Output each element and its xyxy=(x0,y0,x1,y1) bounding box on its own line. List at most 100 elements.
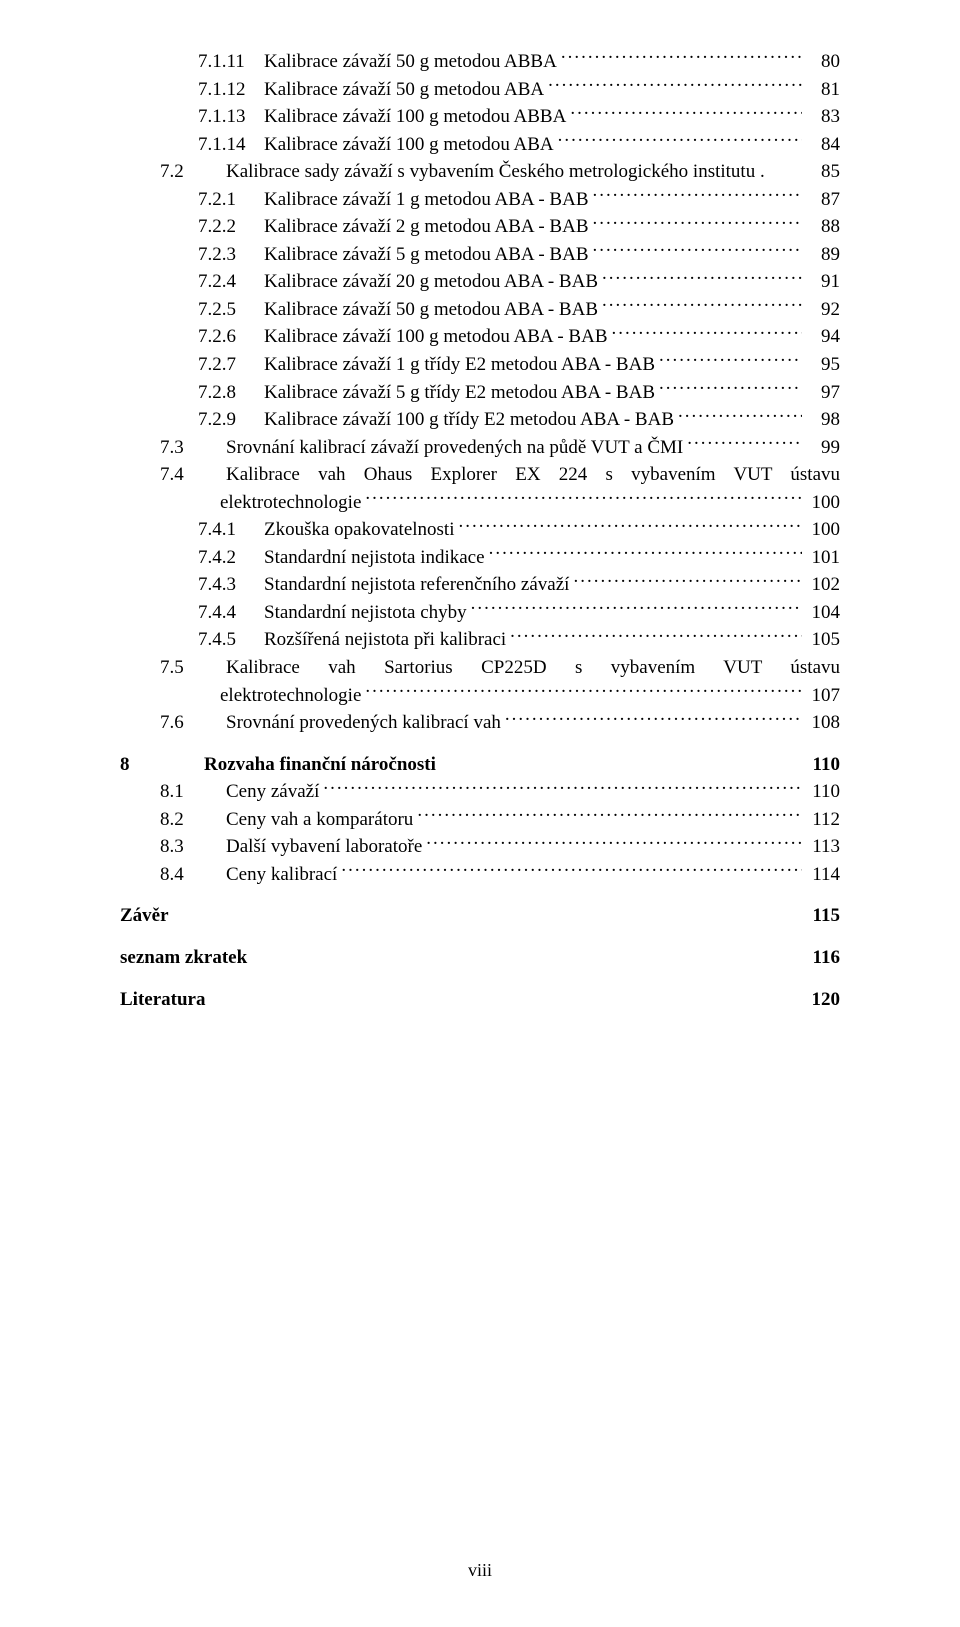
section-gap xyxy=(120,972,840,986)
toc-page-number: 81 xyxy=(806,76,840,104)
toc-entry: 8.1Ceny závaží110 xyxy=(160,778,840,806)
section-gap xyxy=(120,737,840,751)
toc-entry-text: Kalibrace závaží 100 g metodou ABBA xyxy=(264,103,566,131)
toc-entry: 7.3Srovnání kalibrací závaží provedených… xyxy=(160,434,840,462)
toc-entry-number: 7.2.2 xyxy=(198,213,264,241)
toc-leader-dots xyxy=(678,406,802,425)
toc-leader-dots xyxy=(548,76,802,95)
toc-page-number: 100 xyxy=(806,516,840,544)
toc-page-number: 110 xyxy=(806,778,840,806)
toc-entry-text: Kalibrace závaží 50 g metodou ABA xyxy=(264,76,544,104)
toc-entry-text: Rozšířená nejistota při kalibraci xyxy=(264,626,506,654)
toc-entry: 7.1.14Kalibrace závaží 100 g metodou ABA… xyxy=(198,131,840,159)
toc-entry-text: Standardní nejistota referenčního závaží xyxy=(264,571,569,599)
toc-entry: 7.2.2Kalibrace závaží 2 g metodou ABA - … xyxy=(198,213,840,241)
toc-entry: 7.1.13Kalibrace závaží 100 g metodou ABB… xyxy=(198,103,840,131)
toc-entry: 7.4.5Rozšířená nejistota při kalibraci10… xyxy=(198,626,840,654)
toc-page-number: 88 xyxy=(806,213,840,241)
toc-entry-number: 8.2 xyxy=(160,806,226,834)
toc-page-number: 107 xyxy=(806,682,840,710)
toc-entry-text: Ceny vah a komparátoru xyxy=(226,806,413,834)
toc-page-number: 101 xyxy=(806,544,840,572)
table-of-contents: 7.1.11Kalibrace závaží 50 g metodou ABBA… xyxy=(120,48,840,1013)
toc-entry-text: Srovnání kalibrací závaží provedených na… xyxy=(226,434,683,462)
toc-entry: 7.4Kalibrace vah Ohaus Explorer EX 224 s… xyxy=(160,461,840,516)
toc-leader-dots xyxy=(365,489,802,508)
toc-page-number: 98 xyxy=(806,406,840,434)
toc-entry-number: 7.2.6 xyxy=(198,323,264,351)
toc-entry-number: 7.5 xyxy=(160,654,226,682)
toc-entry-number: 8 xyxy=(120,751,204,779)
toc-heading-label: Závěr xyxy=(120,902,169,930)
toc-entry: 7.2Kalibrace sady závaží s vybavením Čes… xyxy=(160,158,840,186)
toc-page-number: 85 xyxy=(806,158,840,186)
toc-entry-text: Rozvaha finanční náročnosti xyxy=(204,751,436,779)
toc-entry-number: 7.2.9 xyxy=(198,406,264,434)
toc-leader-dots xyxy=(602,268,802,287)
toc-leader-dots xyxy=(561,48,802,67)
toc-entry-text: Srovnání provedených kalibrací vah xyxy=(226,709,501,737)
toc-leader-dots xyxy=(471,599,802,618)
toc-entry: 8.3Další vybavení laboratoře113 xyxy=(160,833,840,861)
toc-entry-number: 7.6 xyxy=(160,709,226,737)
page-container: 7.1.11Kalibrace závaží 50 g metodou ABBA… xyxy=(0,0,960,1627)
toc-entry: 7.4.4Standardní nejistota chyby 104 xyxy=(198,599,840,627)
toc-entry-number: 7.4.4 xyxy=(198,599,264,627)
toc-leader-dots xyxy=(687,434,802,453)
toc-leader-dots xyxy=(659,351,802,370)
toc-leader-dots xyxy=(593,186,802,205)
toc-entry: 7.2.3Kalibrace závaží 5 g metodou ABA - … xyxy=(198,241,840,269)
toc-entry: 7.1.12Kalibrace závaží 50 g metodou ABA8… xyxy=(198,76,840,104)
toc-page-number: 104 xyxy=(806,599,840,627)
toc-entry-text: Ceny kalibrací xyxy=(226,861,337,889)
toc-page-number: 116 xyxy=(806,944,840,972)
toc-entry-number: 7.2.8 xyxy=(198,379,264,407)
toc-page-number: 97 xyxy=(806,379,840,407)
toc-leader-dots xyxy=(593,213,802,232)
toc-entry-number: 7.4 xyxy=(160,461,226,489)
toc-entry: 7.2.5Kalibrace závaží 50 g metodou ABA -… xyxy=(198,296,840,324)
toc-leader-dots xyxy=(365,682,802,701)
toc-entry-number: 7.1.13 xyxy=(198,103,264,131)
toc-page-number: 114 xyxy=(806,861,840,889)
toc-entry: 8.4Ceny kalibrací 114 xyxy=(160,861,840,889)
toc-page-number: 95 xyxy=(806,351,840,379)
toc-entry-number: 8.4 xyxy=(160,861,226,889)
toc-page-number: 91 xyxy=(806,268,840,296)
toc-entry-text: Kalibrace závaží 50 g metodou ABBA xyxy=(264,48,557,76)
toc-entry-text: Kalibrace sady závaží s vybavením Českéh… xyxy=(226,158,765,186)
toc-leader-dots xyxy=(417,806,802,825)
toc-entry: 7.2.6Kalibrace závaží 100 g metodou ABA … xyxy=(198,323,840,351)
toc-entry: 7.6Srovnání provedených kalibrací vah108 xyxy=(160,709,840,737)
toc-entry: 7.2.4Kalibrace závaží 20 g metodou ABA -… xyxy=(198,268,840,296)
toc-entry-text: Standardní nejistota chyby xyxy=(264,599,467,627)
toc-entry: 7.4.2Standardní nejistota indikace101 xyxy=(198,544,840,572)
toc-page-number: 87 xyxy=(806,186,840,214)
toc-page-number: 94 xyxy=(806,323,840,351)
toc-heading: Literatura120 xyxy=(120,986,840,1014)
toc-entry-text: Kalibrace vah Sartorius CP225D s vybaven… xyxy=(226,654,840,682)
toc-heading-label: seznam zkratek xyxy=(120,944,247,972)
toc-leader-dots xyxy=(426,833,802,852)
toc-heading-label: Literatura xyxy=(120,986,205,1014)
section-gap xyxy=(120,888,840,902)
toc-entry-text: Kalibrace závaží 5 g metodou ABA - BAB xyxy=(264,241,589,269)
toc-entry-text: Standardní nejistota indikace xyxy=(264,544,485,572)
toc-entry-number: 7.4.5 xyxy=(198,626,264,654)
toc-entry-number: 7.2.5 xyxy=(198,296,264,324)
toc-entry-text: Zkouška opakovatelnosti xyxy=(264,516,455,544)
toc-entry: 7.2.7Kalibrace závaží 1 g třídy E2 metod… xyxy=(198,351,840,379)
toc-page-number: 83 xyxy=(806,103,840,131)
toc-entry-number: 8.3 xyxy=(160,833,226,861)
toc-entry-text: Kalibrace vah Ohaus Explorer EX 224 s vy… xyxy=(226,461,840,489)
toc-leader-dots xyxy=(659,379,802,398)
toc-page-number: 102 xyxy=(806,571,840,599)
toc-entry-number: 7.2.3 xyxy=(198,241,264,269)
toc-leader-dots xyxy=(510,626,802,645)
toc-entry-number: 8.1 xyxy=(160,778,226,806)
toc-entry-number: 7.2.4 xyxy=(198,268,264,296)
toc-entry-text: Kalibrace závaží 100 g metodou ABA - BAB xyxy=(264,323,608,351)
toc-entry-number: 7.4.3 xyxy=(198,571,264,599)
toc-entry-number: 7.2.1 xyxy=(198,186,264,214)
toc-entry: 7.2.8Kalibrace závaží 5 g třídy E2 metod… xyxy=(198,379,840,407)
